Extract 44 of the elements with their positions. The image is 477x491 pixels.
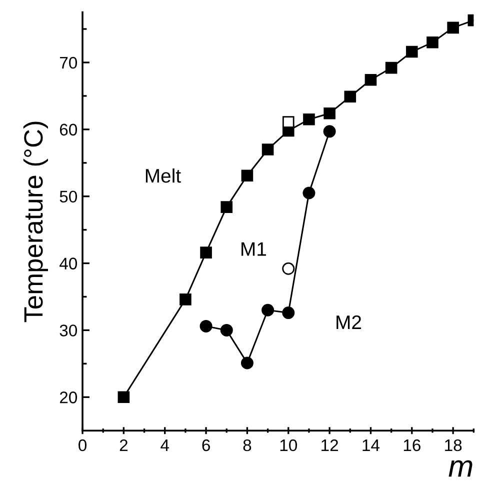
x-tick-label: 12 xyxy=(322,439,338,452)
y-tick-label: 40 xyxy=(60,258,78,270)
y-axis-title: Temperature (°C) xyxy=(23,122,48,322)
point xyxy=(180,294,192,306)
x-tick-label: 8 xyxy=(243,439,252,452)
point xyxy=(240,356,254,370)
x-tick-label: 14 xyxy=(362,440,380,452)
point xyxy=(406,46,418,58)
y-tick-label: 30 xyxy=(60,324,78,336)
point xyxy=(282,306,295,320)
annotation: M2 xyxy=(336,315,362,329)
point xyxy=(324,107,336,120)
point xyxy=(447,22,459,34)
point xyxy=(302,186,316,200)
x-axis-title: m xyxy=(448,460,472,477)
point xyxy=(303,113,315,126)
point xyxy=(364,74,377,86)
point xyxy=(262,304,274,316)
x-tick-label: 18 xyxy=(445,439,462,452)
x-tick-label: 0 xyxy=(78,439,87,452)
point xyxy=(344,90,356,103)
point xyxy=(200,246,212,258)
point xyxy=(118,391,130,404)
annotation: Melt xyxy=(146,168,181,183)
x-tick-label: 2 xyxy=(120,439,128,452)
x-tick-label: 10 xyxy=(280,439,297,452)
point xyxy=(323,125,336,138)
point xyxy=(200,320,212,332)
x-tick-label: 6 xyxy=(202,439,210,452)
point xyxy=(262,144,274,156)
y-tick-label: 50 xyxy=(60,190,78,203)
y-tick-label: 70 xyxy=(60,56,78,69)
point xyxy=(241,170,254,182)
point xyxy=(426,36,438,48)
point xyxy=(220,201,233,213)
point xyxy=(385,62,398,74)
y-tick-label: 60 xyxy=(60,124,78,136)
annotation: M1 xyxy=(242,242,266,256)
point xyxy=(282,262,295,275)
point xyxy=(220,324,233,336)
x-tick-label: 16 xyxy=(404,439,420,452)
x-tick-label: 4 xyxy=(160,440,170,452)
y-tick-label: 20 xyxy=(60,392,78,404)
point xyxy=(282,116,294,128)
